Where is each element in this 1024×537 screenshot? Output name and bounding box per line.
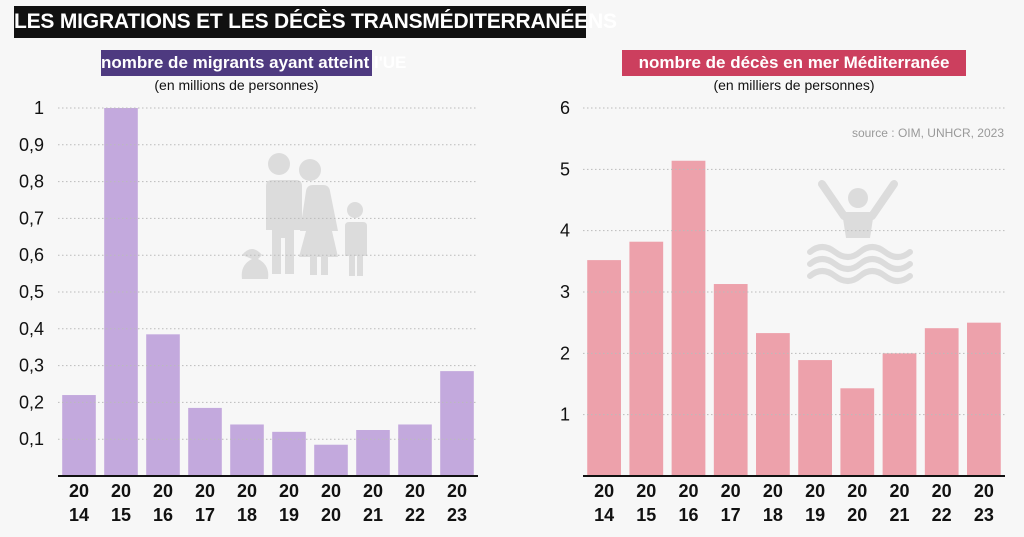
left-y-tick-label: 0,7 [19, 208, 44, 228]
left-x-tick-label: 20 [237, 481, 257, 501]
left-chart-unit: (en millions de personnes) [154, 77, 319, 93]
right-x-tick-label: 15 [636, 505, 656, 525]
left-bar-2017 [188, 407, 222, 476]
right-y-tick-label: 1 [560, 405, 570, 425]
left-bar-2020 [314, 444, 348, 476]
drowning-person-icon [807, 180, 913, 284]
left-y-tick-label: 0,6 [19, 245, 44, 265]
left-y-tick-label: 0,9 [19, 135, 44, 155]
left-x-tick-label: 14 [69, 505, 89, 525]
family-migrants-icon [241, 153, 367, 279]
left-x-tick-label: 20 [279, 481, 299, 501]
left-bar-2014 [62, 395, 96, 476]
right-x-tick-label: 20 [847, 505, 867, 525]
left-bar-2016 [146, 334, 180, 476]
right-x-tick-label: 17 [721, 505, 741, 525]
right-x-tick-label: 19 [805, 505, 825, 525]
right-x-tick-label: 22 [932, 505, 952, 525]
left-x-tick-label: 20 [153, 481, 173, 501]
right-bar-2014 [587, 260, 621, 476]
source-note: source : OIM, UNHCR, 2023 [851, 126, 1004, 140]
left-x-tick-label: 20 [111, 481, 131, 501]
left-x-tick-label: 16 [153, 505, 173, 525]
right-x-tick-label: 20 [974, 481, 994, 501]
right-y-tick-label: 6 [560, 98, 570, 118]
left-y-tick-label: 0,2 [19, 392, 44, 412]
right-bar-2022 [924, 328, 959, 476]
right-y-tick-label: 4 [560, 221, 570, 241]
right-x-tick-label: 21 [889, 505, 909, 525]
left-x-tick-label: 20 [447, 481, 467, 501]
right-bar-2019 [798, 360, 832, 476]
right-bar-2015 [629, 241, 664, 476]
right-bar-2020 [840, 388, 875, 476]
left-bar-2022 [398, 424, 432, 476]
right-x-tick-label: 20 [678, 481, 698, 501]
right-x-tick-label: 20 [805, 481, 825, 501]
left-bar-2018 [230, 424, 264, 476]
right-x-tick-label: 20 [636, 481, 656, 501]
right-x-tick-label: 20 [594, 481, 614, 501]
right-x-tick-label: 18 [763, 505, 783, 525]
right-x-tick-label: 16 [678, 505, 698, 525]
left-x-tick-label: 20 [69, 481, 89, 501]
right-x-tick-label: 20 [763, 481, 783, 501]
left-x-tick-label: 22 [405, 505, 425, 525]
right-bar-2017 [713, 284, 748, 476]
left-x-tick-label: 20 [363, 481, 383, 501]
left-x-tick-label: 17 [195, 505, 215, 525]
left-x-tick-label: 20 [321, 481, 341, 501]
left-x-tick-label: 20 [405, 481, 425, 501]
right-x-tick-label: 23 [974, 505, 994, 525]
main-title: LES MIGRATIONS ET LES DÉCÈS TRANSMÉDITER… [14, 6, 617, 38]
left-y-tick-label: 0,4 [19, 319, 44, 339]
right-x-tick-label: 20 [889, 481, 909, 501]
left-chart-title: nombre de migrants ayant atteint l'UE [101, 50, 406, 76]
right-bar-2018 [756, 333, 790, 476]
left-bar-2021 [356, 430, 390, 476]
left-chart: 0,1 0,2 0,3 0,4 0,5 0,6 0,7 0,8 0,9 1 20 14 20 15 20 16… [19, 98, 478, 525]
left-y-tick-label: 0,5 [19, 282, 44, 302]
right-bar-2016 [671, 160, 706, 476]
left-x-tick-label: 20 [321, 505, 341, 525]
left-y-tick-label: 0,3 [19, 356, 44, 376]
left-bar-2023 [440, 371, 474, 476]
right-x-tick-label: 20 [932, 481, 952, 501]
right-chart: 1234562014201520162017201820192020202120… [560, 98, 1005, 525]
right-chart-unit: (en milliers de personnes) [713, 77, 875, 93]
left-x-tick-label: 18 [237, 505, 257, 525]
left-bar-2015 [104, 108, 138, 476]
right-y-tick-label: 3 [560, 282, 570, 302]
right-x-tick-label: 14 [594, 505, 614, 525]
right-chart-title: nombre de décès en mer Méditerranée [622, 50, 966, 76]
left-x-tick-label: 19 [279, 505, 299, 525]
left-y-tick-label: 1 [34, 98, 44, 118]
left-y-tick-label: 0,8 [19, 172, 44, 192]
right-x-tick-label: 20 [847, 481, 867, 501]
right-y-tick-label: 5 [560, 159, 570, 179]
left-x-tick-label: 21 [363, 505, 383, 525]
right-x-tick-label: 20 [721, 481, 741, 501]
left-x-tick-label: 15 [111, 505, 131, 525]
left-bar-2019 [272, 431, 306, 476]
right-bar-2023 [967, 322, 1001, 476]
left-y-tick-label: 0,1 [19, 429, 44, 449]
left-x-tick-label: 23 [447, 505, 467, 525]
right-y-tick-label: 2 [560, 343, 570, 363]
left-x-tick-label: 20 [195, 481, 215, 501]
